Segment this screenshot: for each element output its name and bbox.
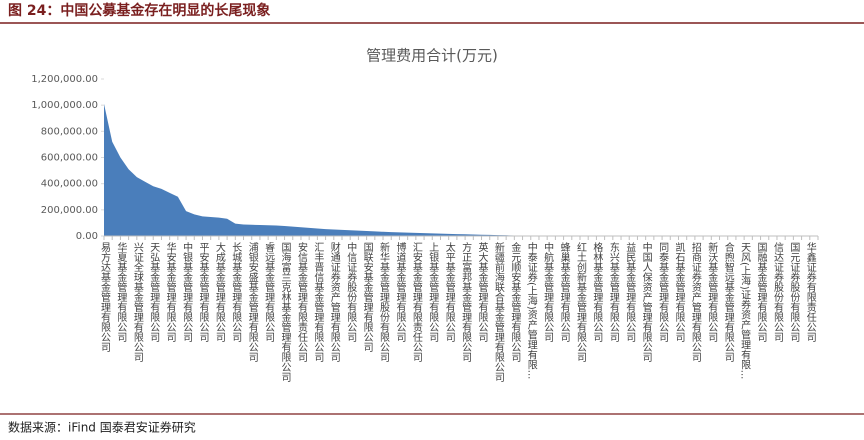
x-tick-label: 华夏基金管理有限公司 <box>115 241 127 342</box>
x-tick-label: 国联安基金管理有限公司 <box>361 242 373 352</box>
x-tick-label: 中泰证券(上海)资产管理有限... <box>525 241 537 380</box>
x-tick-label: 华安基金管理有限公司 <box>164 241 176 342</box>
x-tick-label: 益民基金管理有限公司 <box>624 241 636 342</box>
x-tick-label: 汇安基金管理有限责任公司 <box>410 241 422 362</box>
y-tick-label: 200,000.00 <box>41 205 98 216</box>
x-tick-label: 中银基金管理有限公司 <box>181 241 193 342</box>
figure-title: 图 24：中国公募基金存在明显的长尾现象 <box>8 2 270 19</box>
area <box>104 103 818 236</box>
x-tick-label: 金元顺安基金管理有限公司 <box>509 241 521 362</box>
y-tick-label: 800,000.00 <box>41 126 98 137</box>
x-tick-label: 方正富邦基金管理有限公司 <box>460 241 472 362</box>
chart-title: 管理费用合计(万元) <box>366 47 498 65</box>
x-tick-label: 财通证券资产管理有限公司 <box>328 241 340 362</box>
x-tick-label: 新沃基金管理有限公司 <box>706 241 718 342</box>
x-tick-label: 格林基金管理有限公司 <box>591 241 603 342</box>
x-tick-label: 华鑫证券有限责任公司 <box>804 241 816 342</box>
x-tick-label: 兴证全球基金管理有限公司 <box>131 242 143 362</box>
x-tick-label: 浦银安盛基金管理有限公司 <box>246 241 258 362</box>
x-tick-label: 天风(上海)证券资产管理有限... <box>739 242 751 379</box>
x-tick-label: 中信证券股份有限公司 <box>345 241 357 342</box>
x-tick-label: 信达证券股份有限公司 <box>771 242 783 342</box>
x-tick-label: 睿远基金管理有限公司 <box>263 241 275 342</box>
x-tick-label: 平安基金管理有限公司 <box>197 242 209 342</box>
x-tick-label: 安信基金管理有限责任公司 <box>295 241 307 362</box>
x-tick-label: 长城基金管理有限公司 <box>230 242 242 342</box>
x-tick-label: 国海富兰克林基金管理有限公司 <box>279 242 291 382</box>
x-tick-label: 同泰基金管理有限公司 <box>657 242 669 342</box>
y-tick-label: 400,000.00 <box>41 179 98 190</box>
x-tick-label: 合煦智远基金管理有限公司 <box>722 241 734 362</box>
x-tick-label: 国融基金管理有限公司 <box>755 242 767 342</box>
x-tick-label: 英大基金管理有限公司 <box>476 241 488 342</box>
y-tick-label: 600,000.00 <box>41 153 98 164</box>
x-tick-label: 东兴基金管理有限公司 <box>607 241 619 342</box>
x-tick-label: 上银基金管理有限公司 <box>427 242 439 342</box>
y-tick-label: 1,200,000.00 <box>31 74 98 85</box>
x-tick-label: 蜂巢基金管理有限公司 <box>558 241 570 342</box>
x-tick-label: 博道基金管理有限公司 <box>394 241 406 342</box>
x-tick-label: 新华基金管理股份有限公司 <box>378 241 390 362</box>
x-tick-label: 中国人保资产管理有限公司 <box>640 241 652 362</box>
x-tick-label: 太平基金管理有限公司 <box>443 241 455 342</box>
x-tick-label: 汇丰晋信基金管理有限公司 <box>312 241 324 362</box>
x-tick-label: 新疆前海联合基金管理有限公司 <box>492 241 504 382</box>
y-tick-label: 1,000,000.00 <box>31 100 98 111</box>
x-tick-label: 国元证券股份有限公司 <box>788 242 800 342</box>
x-tick-label: 招商证券资产管理有限公司 <box>689 241 701 362</box>
x-tick-label: 凯石基金管理有限公司 <box>673 241 685 342</box>
x-tick-label: 大成基金管理有限公司 <box>213 241 225 342</box>
y-tick-label: 0.00 <box>76 231 98 242</box>
x-tick-label: 中航基金管理有限公司 <box>542 241 554 342</box>
source-note: 数据来源：iFind 国泰君安证券研究 <box>8 420 196 435</box>
x-tick-label: 天弘基金管理有限公司 <box>148 242 160 342</box>
x-tick-label: 易方达基金管理有限公司 <box>99 242 111 352</box>
x-tick-label: 红土创新基金管理有限公司 <box>575 241 587 362</box>
